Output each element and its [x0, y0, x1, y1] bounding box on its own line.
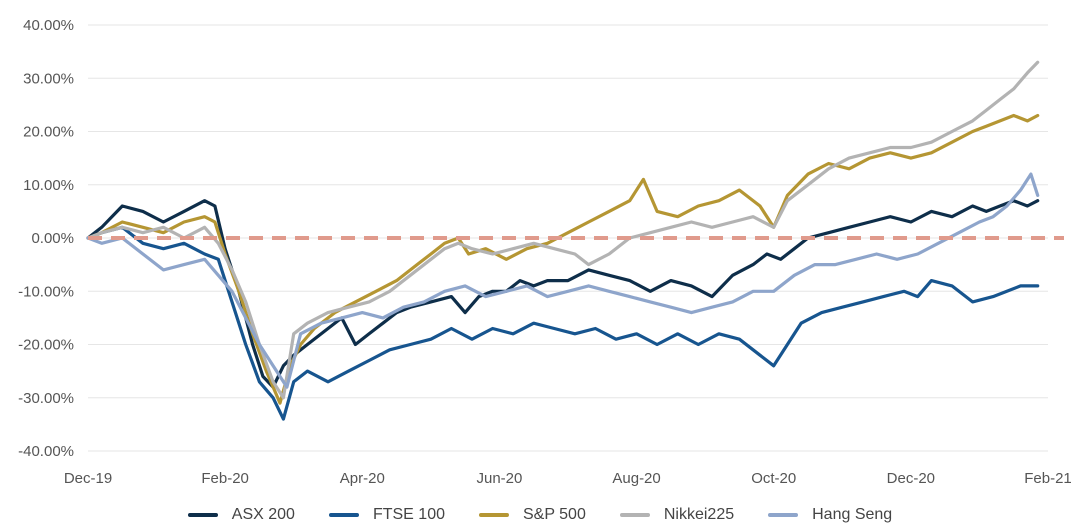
legend-label: S&P 500 — [522, 506, 586, 523]
x-tick-label: Aug-20 — [612, 470, 660, 487]
legend-swatch — [478, 513, 509, 517]
legend-item: ASX 200 — [187, 506, 295, 524]
legend-item: Nikkei225 — [619, 506, 735, 524]
x-tick-label: Dec-20 — [887, 470, 935, 487]
y-tick-label: -40.00% — [18, 443, 74, 460]
legend-item: S&P 500 — [478, 506, 586, 524]
legend-item: FTSE 100 — [328, 506, 445, 524]
x-tick-label: Oct-20 — [751, 470, 796, 487]
legend-swatch — [619, 513, 650, 517]
x-tick-label: Dec-19 — [64, 470, 112, 487]
y-tick-label: 40.00% — [23, 17, 74, 34]
line-chart: 40.00% 30.00% 20.00% 10.00% 0.00% -10.00% -20.… — [18, 17, 1072, 487]
legend: ASX 200 FTSE 100 S&P 500 Nikkei225 Hang Seng — [0, 502, 1080, 528]
legend-label: Nikkei225 — [663, 506, 735, 523]
y-tick-label: 30.00% — [23, 70, 74, 87]
y-tick-label: -20.00% — [18, 337, 74, 354]
x-tick-label: Jun-20 — [476, 470, 522, 487]
x-tick-label: Feb-20 — [201, 470, 249, 487]
series-line-ftse-100 — [86, 225, 1040, 421]
y-tick-label: 20.00% — [23, 124, 74, 141]
x-axis: Dec-19 Feb-20 Apr-20 Jun-20 Aug-20 Oct-20 Dec-… — [64, 470, 1072, 487]
y-tick-label: 0.00% — [31, 230, 74, 247]
legend-item: Hang Seng — [768, 506, 892, 524]
legend-label: FTSE 100 — [372, 506, 445, 523]
series-line-s-p-500 — [86, 113, 1040, 405]
y-tick-label: 10.00% — [23, 177, 74, 194]
legend-label: Hang Seng — [812, 506, 893, 523]
series-lines — [86, 60, 1040, 421]
legend-swatch — [187, 513, 218, 517]
legend-swatch — [768, 513, 799, 517]
x-tick-label: Apr-20 — [340, 470, 385, 487]
x-tick-label: Feb-21 — [1024, 470, 1072, 487]
series-line-hang-seng — [86, 172, 1040, 389]
y-tick-label: -30.00% — [18, 390, 74, 407]
y-axis: 40.00% 30.00% 20.00% 10.00% 0.00% -10.00% -20.… — [18, 17, 74, 460]
series-line-asx-200 — [86, 199, 1040, 389]
y-tick-label: -10.00% — [18, 283, 74, 300]
legend-label: ASX 200 — [231, 506, 295, 523]
legend-swatch — [328, 513, 359, 517]
series-line-nikkei225 — [86, 60, 1040, 400]
